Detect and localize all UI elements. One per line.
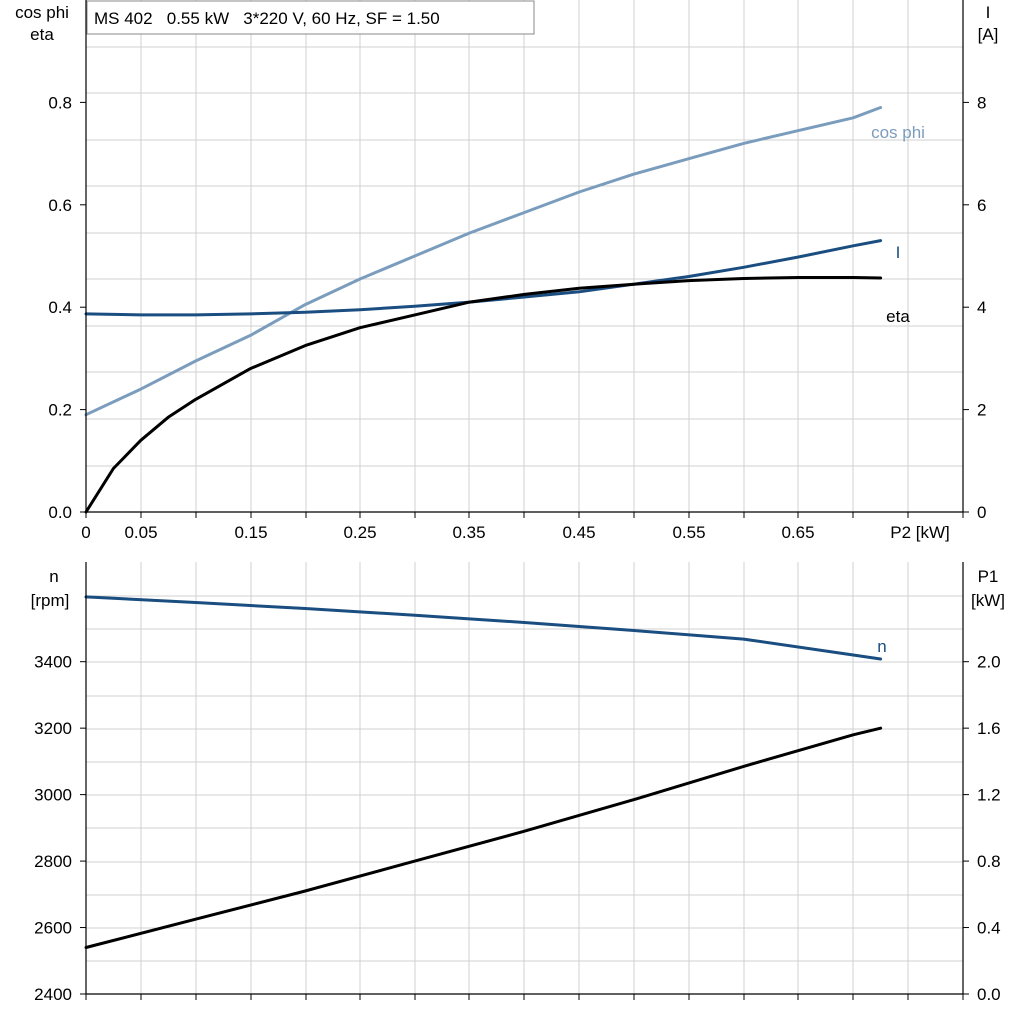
- grid-layer: [85, 0, 964, 994]
- x-axis-title: P2 [kW]: [890, 523, 950, 542]
- panel2-y-left-title: n: [49, 567, 58, 586]
- panel2-y-right-tick-label: 0.0: [977, 985, 1001, 1004]
- panel1-y-left-tick-label: 0.6: [48, 196, 72, 215]
- panel1-y-right-tick-label: 4: [977, 298, 986, 317]
- axes-layer: [80, 0, 969, 1000]
- text-layer: 0.0 0.2 0.4 0.6 0.8 0 2 4 6 8 cos phi eta I [A] 2400 26…: [15, 0, 1005, 1004]
- panel1-y-right-tick-label: 0: [977, 503, 986, 522]
- panel1-y-left-tick-label: 0.0: [48, 503, 72, 522]
- panel1-y-right-tick-label: 8: [977, 93, 986, 112]
- panel1-series-eta: [84, 276, 883, 514]
- panel2-y-right-tick-label: 1.2: [977, 786, 1001, 805]
- panel2-y-right-tick-label: 0.8: [977, 852, 1001, 871]
- chart-title-box: [86, 0, 535, 35]
- panel2-y-left-tick-label: 3000: [34, 786, 72, 805]
- panel1-y-left-tick-label: 0.8: [48, 93, 72, 112]
- panel1-y-left-title: cos phi: [15, 3, 69, 22]
- panel1-y-right-unit: [A]: [978, 25, 999, 44]
- panel2-y-right-unit: [kW]: [971, 591, 1005, 610]
- panel2-y-right-tick-label: 2.0: [977, 653, 1001, 672]
- x-tick-label: 0.35: [452, 523, 485, 542]
- panel2-y-left-tick-label: 3400: [34, 653, 72, 672]
- series-label-n: n: [877, 637, 886, 656]
- panel1-y-left-unit: eta: [30, 25, 54, 44]
- x-tick-label: 0.45: [562, 523, 595, 542]
- series-label-cos-phi: cos phi: [871, 123, 925, 142]
- series-label-i: I: [896, 243, 901, 262]
- panel2-series-p1: [84, 726, 883, 949]
- panel1-y-left-tick-label: 0.2: [48, 401, 72, 420]
- panel2-series-n: [84, 595, 883, 661]
- x-tick-label: 0.25: [343, 523, 376, 542]
- x-tick-label: 0.15: [234, 523, 267, 542]
- panel1-y-right-tick-label: 6: [977, 196, 986, 215]
- series-label-eta: eta: [886, 307, 910, 326]
- x-tick-label: 0.65: [781, 523, 814, 542]
- panel1-y-left-tick-label: 0.4: [48, 298, 72, 317]
- panel2-y-left-tick-label: 2600: [34, 919, 72, 938]
- x-tick-label: 0: [81, 523, 90, 542]
- panel2-y-left-tick-label: 2800: [34, 852, 72, 871]
- x-tick-label: 0.05: [124, 523, 157, 542]
- panel2-y-right-tick-label: 0.4: [977, 919, 1001, 938]
- chart-title: MS 402 0.55 kW 3*220 V, 60 Hz, SF = 1.50: [94, 9, 440, 28]
- panel1-series-cos-phi: [84, 106, 883, 417]
- panel2-y-left-tick-label: 3200: [34, 719, 72, 738]
- panel2-y-left-unit: [rpm]: [31, 591, 70, 610]
- panel1-y-right-title: I: [986, 3, 991, 22]
- panel1-y-right-tick-label: 2: [977, 401, 986, 420]
- panel2-y-right-tick-label: 1.6: [977, 719, 1001, 738]
- panel2-y-right-title: P1: [978, 567, 999, 586]
- curves-layer: [84, 106, 883, 949]
- x-tick-label: 0.55: [672, 523, 705, 542]
- panel2-y-left-tick-label: 2400: [34, 985, 72, 1004]
